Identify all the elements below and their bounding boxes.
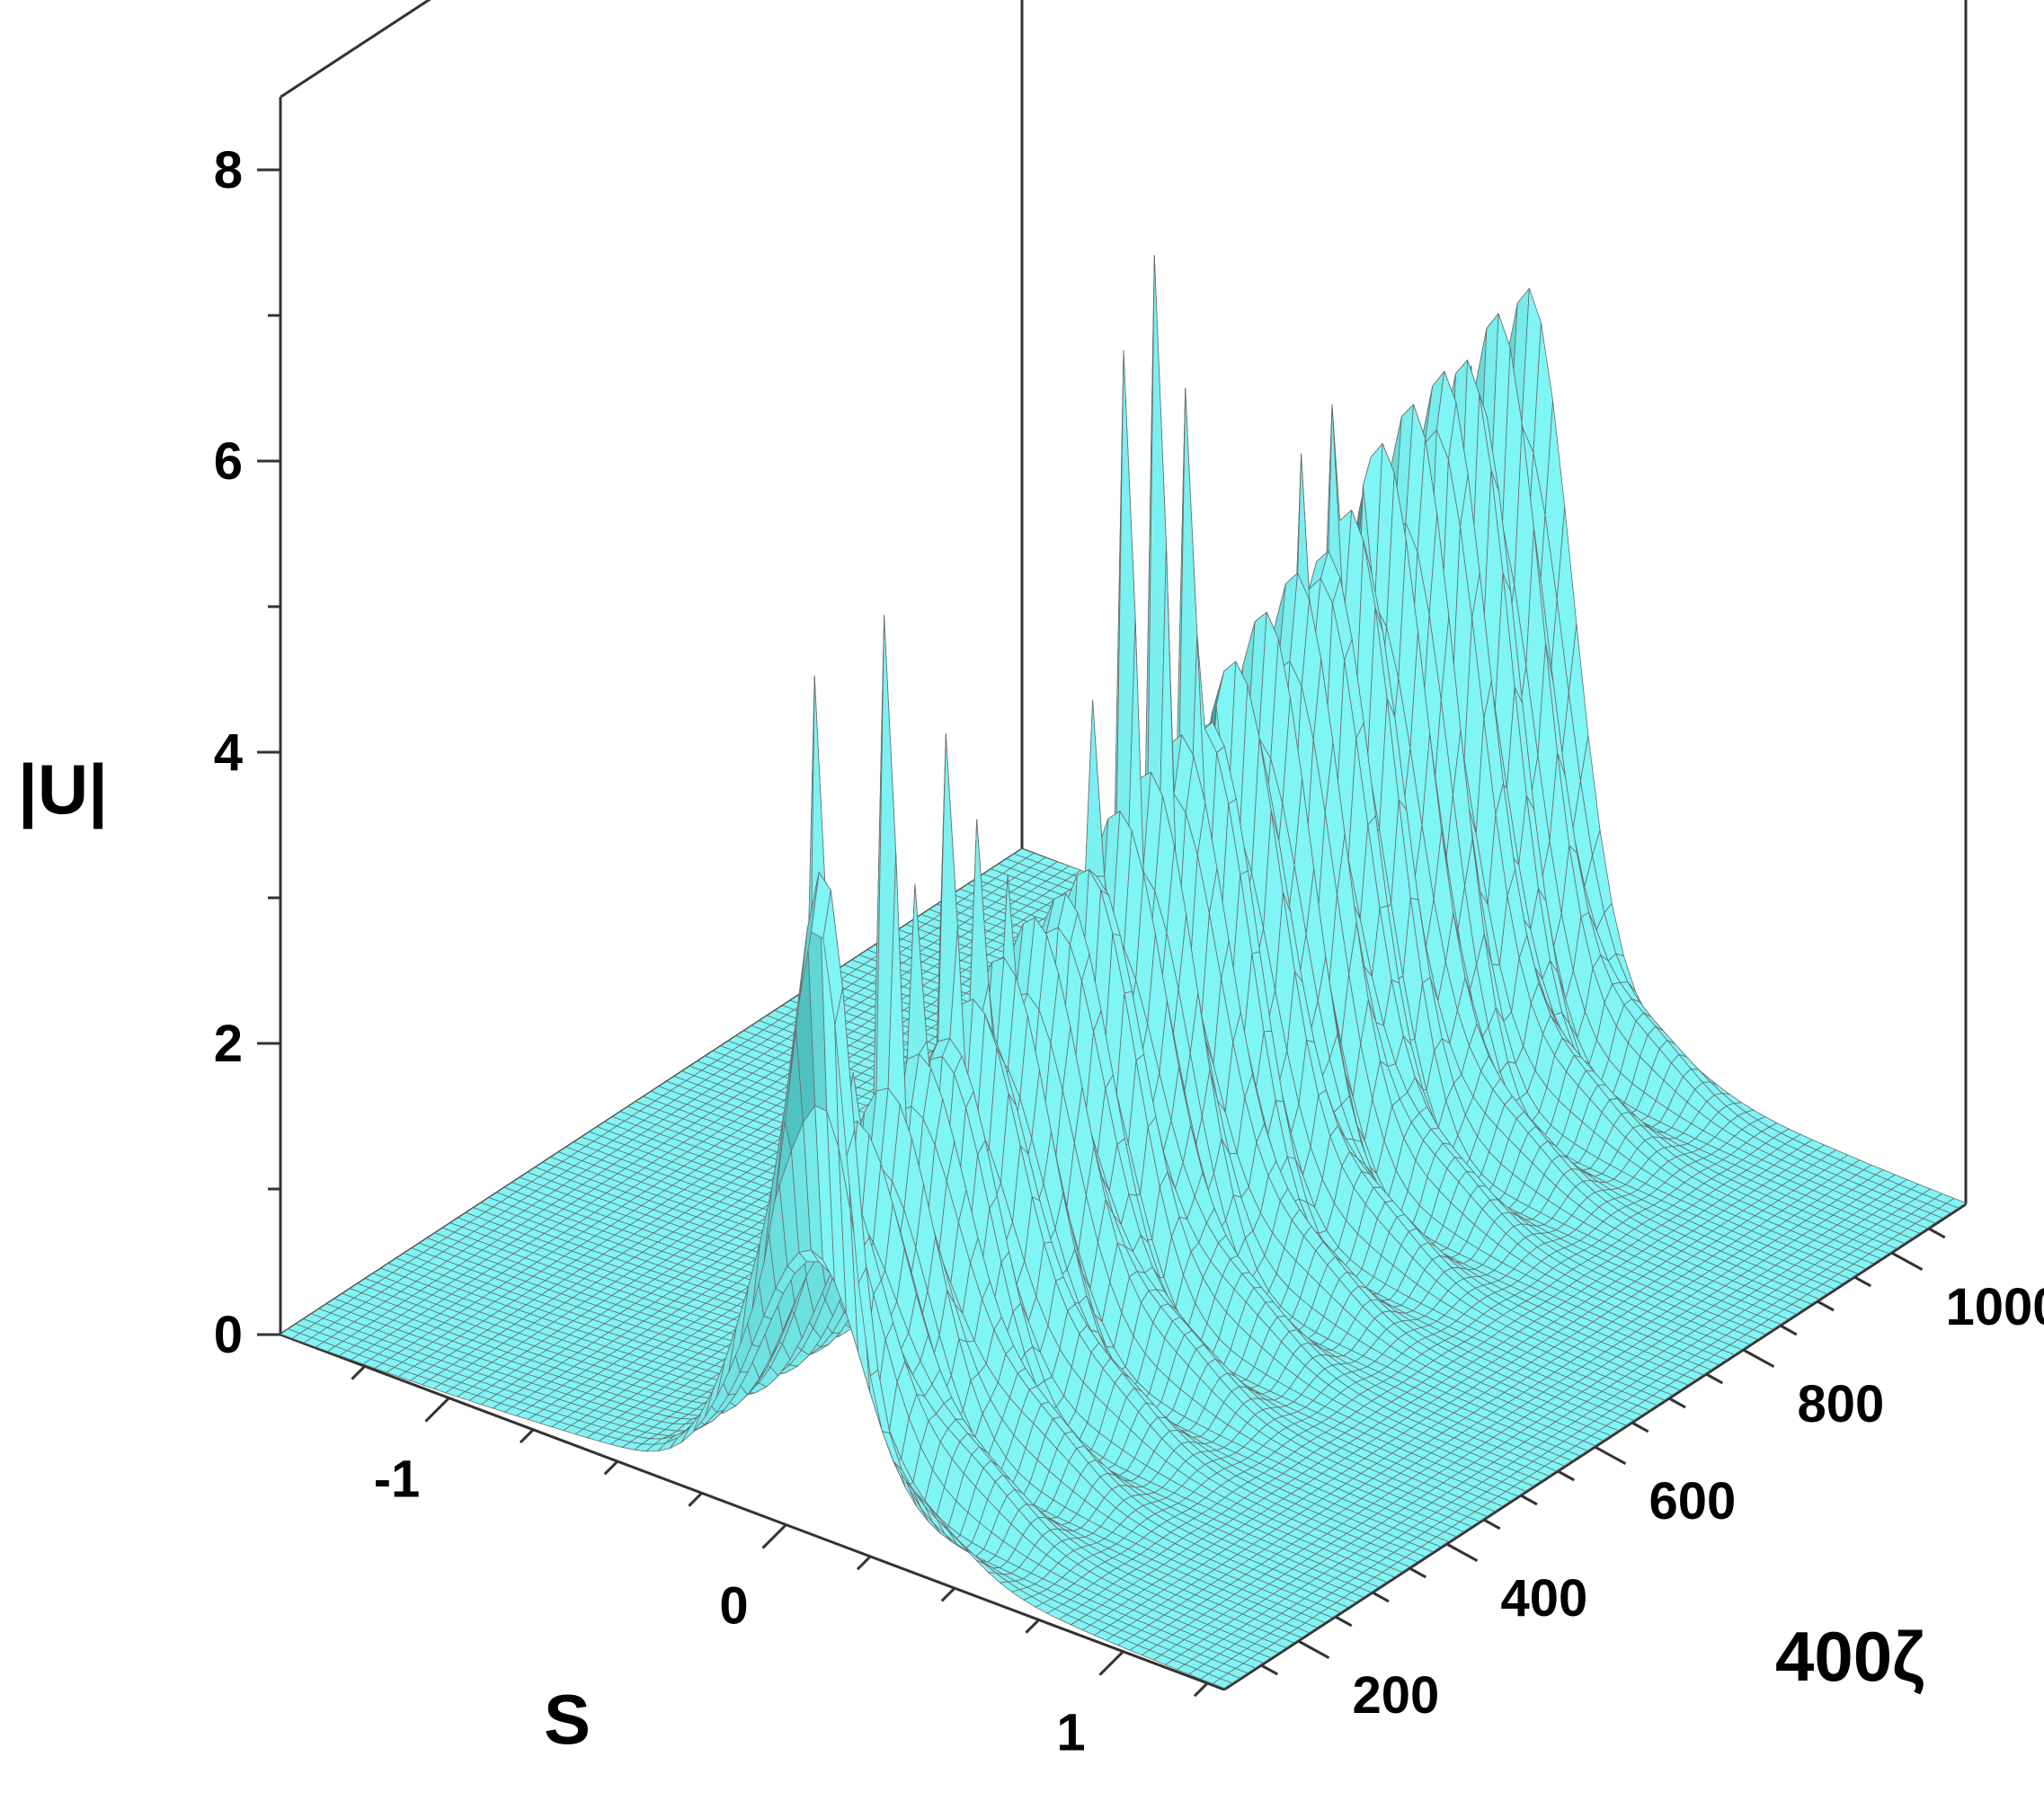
s-axis-line: [280, 1333, 1225, 1691]
surface-cell: [1084, 700, 1106, 883]
surface-mesh: [280, 254, 1967, 1689]
top-left-edge: [280, 0, 431, 99]
